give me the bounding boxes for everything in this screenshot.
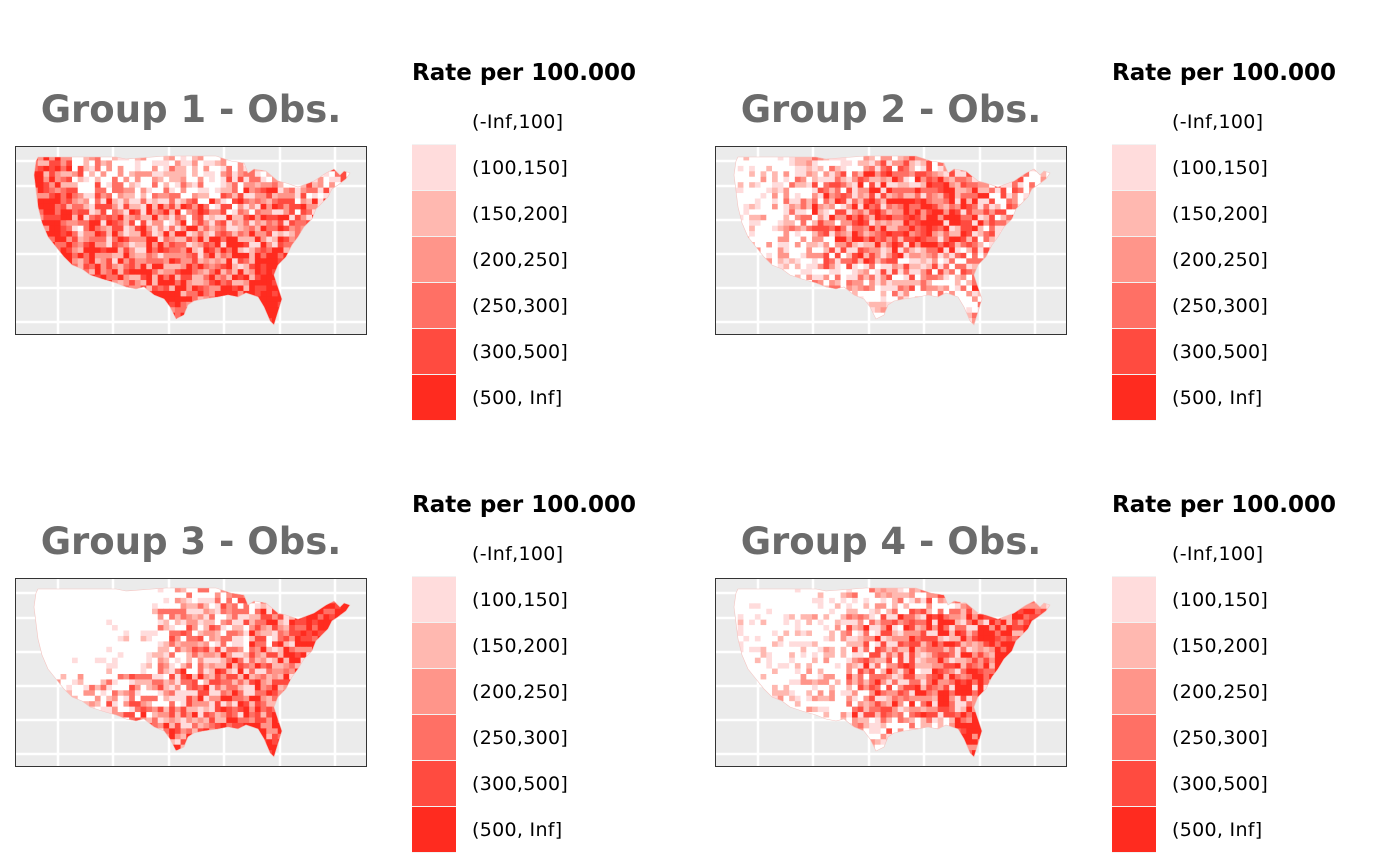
legend-swatch (412, 375, 456, 421)
counties (734, 588, 1050, 757)
us-outline (33, 587, 351, 758)
legend-label: (150,200] (472, 635, 569, 657)
panel-title: Group 1 - Obs. (40, 88, 342, 131)
legend-title: Rate per 100.000 (1112, 60, 1337, 86)
legend-label: (-Inf,100] (472, 111, 564, 133)
legend-swatch (1112, 531, 1156, 577)
legend-label: (150,200] (1172, 635, 1269, 657)
county-choropleth-map (716, 147, 1066, 334)
legend-swatch (1112, 623, 1156, 669)
legend-swatch (1112, 145, 1156, 191)
legend-swatch (412, 237, 456, 283)
legend-label: (500, Inf] (472, 387, 563, 409)
legend-swatch (1112, 283, 1156, 329)
us-outline (33, 155, 351, 326)
legend-label: (300,500] (1172, 773, 1269, 795)
panel-title: Group 4 - Obs. (740, 520, 1042, 563)
legend-label: (250,300] (1172, 295, 1269, 317)
counties (34, 588, 350, 757)
map-area (715, 578, 1067, 767)
legend-label: (-Inf,100] (1172, 111, 1264, 133)
legend-swatch (412, 715, 456, 761)
legend-swatch (412, 145, 456, 191)
legend-swatch (1112, 577, 1156, 623)
counties (734, 156, 1050, 325)
legend-swatch (1112, 237, 1156, 283)
map-panel-1: Group 1 - Obs. Rate per 100.000 (-Inf,100]… (0, 0, 700, 432)
legend-label: (150,200] (1172, 203, 1269, 225)
legend-label: (100,150] (472, 157, 569, 179)
legend-label: (-Inf,100] (1172, 543, 1264, 565)
legend-swatch (1112, 761, 1156, 807)
map-panel-2: Group 2 - Obs. Rate per 100.000 (-Inf,100]… (700, 0, 1400, 432)
legend-label: (200,250] (1172, 249, 1269, 271)
us-outline (733, 155, 1051, 326)
legend-label: (300,500] (1172, 341, 1269, 363)
legend-label: (100,150] (1172, 589, 1269, 611)
county-choropleth-map (716, 579, 1066, 766)
legend-label: (300,500] (472, 773, 569, 795)
legend-swatch (412, 99, 456, 145)
legend-label: (500, Inf] (1172, 387, 1263, 409)
legend-swatch (1112, 807, 1156, 853)
legend-label: (-Inf,100] (472, 543, 564, 565)
county-choropleth-map (16, 579, 366, 766)
map-panel-3: Group 3 - Obs. Rate per 100.000 (-Inf,100]… (0, 432, 700, 864)
legend-label: (200,250] (1172, 681, 1269, 703)
legend-label: (250,300] (472, 727, 569, 749)
legend-swatch (1112, 329, 1156, 375)
legend-swatch (1112, 375, 1156, 421)
legend-swatch (412, 807, 456, 853)
legend-swatch (412, 531, 456, 577)
legend-swatch (412, 577, 456, 623)
map-area (15, 578, 367, 767)
legend-label: (500, Inf] (472, 819, 563, 841)
panel-title: Group 3 - Obs. (40, 520, 342, 563)
legend-swatch (412, 623, 456, 669)
legend-swatch (1112, 715, 1156, 761)
counties (34, 156, 350, 325)
us-outline (733, 587, 1051, 758)
panel-title: Group 2 - Obs. (740, 88, 1042, 131)
legend-title: Rate per 100.000 (412, 60, 637, 86)
map-area (15, 146, 367, 335)
legend-swatch (412, 283, 456, 329)
legend-title: Rate per 100.000 (412, 492, 637, 518)
legend-label: (150,200] (472, 203, 569, 225)
map-area (715, 146, 1067, 335)
legend-swatch (412, 669, 456, 715)
county-choropleth-map (16, 147, 366, 334)
legend-title: Rate per 100.000 (1112, 492, 1337, 518)
legend-label: (250,300] (1172, 727, 1269, 749)
legend-label: (300,500] (472, 341, 569, 363)
legend-swatch (412, 191, 456, 237)
legend-swatch (1112, 99, 1156, 145)
legend-label: (100,150] (472, 589, 569, 611)
legend-label: (500, Inf] (1172, 819, 1263, 841)
legend-swatch (1112, 191, 1156, 237)
map-panel-4: Group 4 - Obs. Rate per 100.000 (-Inf,100]… (700, 432, 1400, 864)
legend-label: (200,250] (472, 249, 569, 271)
legend-label: (250,300] (472, 295, 569, 317)
legend-swatch (412, 329, 456, 375)
legend-swatch (1112, 669, 1156, 715)
legend-label: (100,150] (1172, 157, 1269, 179)
legend-swatch (412, 761, 456, 807)
legend-label: (200,250] (472, 681, 569, 703)
